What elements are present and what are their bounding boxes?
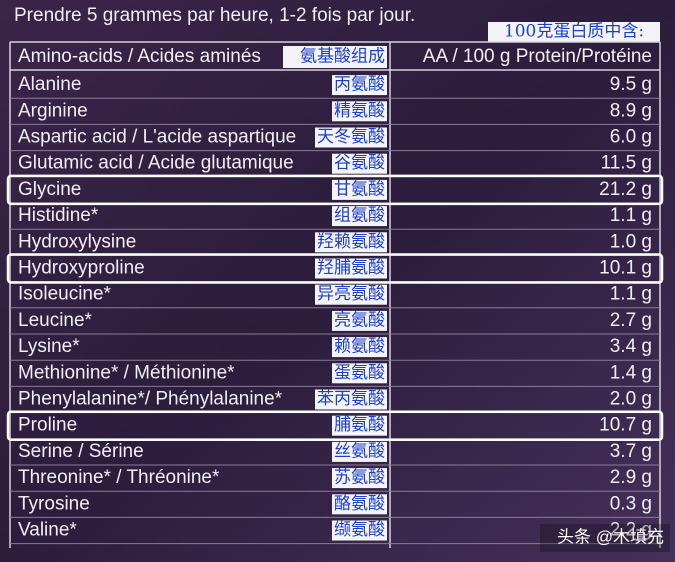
- amino-acid-name: Valine*: [18, 520, 77, 541]
- amount: 2.0 g: [610, 389, 652, 410]
- amino-acid-name: Histidine*: [18, 205, 99, 226]
- annotation-bg: [332, 468, 387, 489]
- amino-acid-name: Aspartic acid / L'acide aspartique: [18, 127, 296, 148]
- annotation-bg: [332, 75, 387, 96]
- amount: 3.7 g: [610, 441, 652, 462]
- annotation-bg: [332, 310, 387, 331]
- amino-acid-name: Leucine*: [18, 310, 93, 331]
- amount: 10.7 g: [599, 415, 652, 436]
- amino-acid-name: Alanine: [18, 74, 81, 95]
- chinese-name: 甘氨酸: [334, 179, 385, 199]
- annotation: 100克蛋白质中含:: [504, 22, 644, 42]
- watermark-bg: [540, 524, 670, 552]
- amino-acid-name: Lysine*: [18, 336, 80, 357]
- annotation-bg: [283, 46, 387, 68]
- chinese-name: 亮氨酸: [334, 310, 385, 330]
- amount: 1.1 g: [610, 284, 652, 305]
- amino-acid-name: Glutamic acid / Acide glutamique: [18, 153, 294, 174]
- chinese-name: 酪氨酸: [334, 494, 385, 514]
- amount: 2.7 g: [610, 310, 652, 331]
- column-header-cn: 氨基酸组成: [300, 47, 385, 67]
- chinese-name: 谷氨酸: [334, 153, 385, 173]
- chinese-name: 丙氨酸: [334, 75, 385, 95]
- chinese-name: 精氨酸: [334, 101, 385, 121]
- annotation-bg: [332, 363, 387, 384]
- amount: 1.4 g: [610, 362, 652, 383]
- chinese-name: 赖氨酸: [334, 337, 385, 357]
- annotation-bg: [315, 127, 387, 148]
- amount: 3.4 g: [610, 336, 652, 357]
- annotation-bg: [332, 494, 387, 515]
- amount: 6.0 g: [610, 127, 652, 148]
- chinese-name: 脯氨酸: [334, 415, 385, 435]
- instruction: Prendre 5 grammes par heure, 1-2 fois pa…: [14, 5, 415, 26]
- amount: 0.3 g: [610, 493, 652, 514]
- chinese-name: 羟赖氨酸: [317, 232, 385, 252]
- annotation-bg: [315, 284, 387, 305]
- amino-acid-name: Proline: [18, 415, 77, 436]
- annotation-bg: [332, 101, 387, 122]
- amino-acid-name: Arginine: [18, 100, 88, 121]
- highlight-box: [6, 410, 664, 441]
- amino-acid-name: Isoleucine*: [18, 284, 112, 305]
- annotation-bg: [332, 415, 387, 436]
- chinese-name: 羟脯氨酸: [317, 258, 385, 278]
- chinese-name: 缬氨酸: [334, 520, 385, 540]
- annotation-bg: [332, 441, 387, 462]
- amino-acid-name: Phenylalanine*/ Phénylalanine*: [18, 389, 283, 410]
- chinese-name: 天冬氨酸: [317, 127, 385, 147]
- amino-acid-name: Hydroxyproline: [18, 258, 145, 279]
- highlight-box: [6, 174, 664, 206]
- amount: 21.2 g: [599, 179, 652, 200]
- amount: 10.1 g: [599, 258, 652, 279]
- annotation-bg: [332, 520, 387, 541]
- amino-acid-name: Tyrosine: [18, 493, 90, 514]
- annotation-bg: [332, 337, 387, 358]
- amount: 9.5 g: [610, 74, 652, 95]
- chinese-name: 苯丙氨酸: [317, 389, 385, 409]
- annotation-bg: [488, 22, 660, 42]
- annotation-bg: [332, 206, 387, 227]
- amount: 1.1 g: [610, 205, 652, 226]
- annotation-bg: [315, 258, 387, 279]
- amino-acid-name: Glycine: [18, 179, 81, 200]
- table-body: Alanine 丙氨酸 9.5 g Arginine 精氨酸 8.9 g Aspartic …: [6, 74, 664, 545]
- amount: 8.9 g: [610, 100, 652, 121]
- amino-acid-name: Hydroxylysine: [18, 231, 136, 252]
- chinese-name: 蛋氨酸: [334, 363, 385, 383]
- amino-acid-name: Methionine* / Méthionine*: [18, 362, 235, 383]
- chinese-name: 异亮氨酸: [317, 284, 385, 304]
- column-header: Amino-acids / Acides aminés: [18, 46, 261, 67]
- amino-acid-name: Serine / Sérine: [18, 441, 144, 462]
- annotation-bg: [332, 153, 387, 174]
- watermark: 头条 @木填充: [557, 527, 664, 546]
- chinese-name: 组氨酸: [334, 206, 385, 226]
- annotation-bg: [332, 179, 387, 200]
- column-header: AA / 100 g Protein/Protéine: [423, 46, 652, 67]
- amount: 2.9 g: [610, 467, 652, 488]
- chinese-name: 丝氨酸: [334, 441, 385, 461]
- annotation-bg: [315, 389, 387, 410]
- amount: 11.5 g: [601, 153, 652, 174]
- amount: 1.0 g: [610, 231, 652, 252]
- highlight-box: [6, 253, 664, 284]
- chinese-name: 苏氨酸: [334, 468, 385, 488]
- amino-acid-name: Threonine* / Thréonine*: [18, 467, 220, 488]
- annotation-bg: [315, 232, 387, 253]
- amount: 2.2 g: [610, 520, 652, 541]
